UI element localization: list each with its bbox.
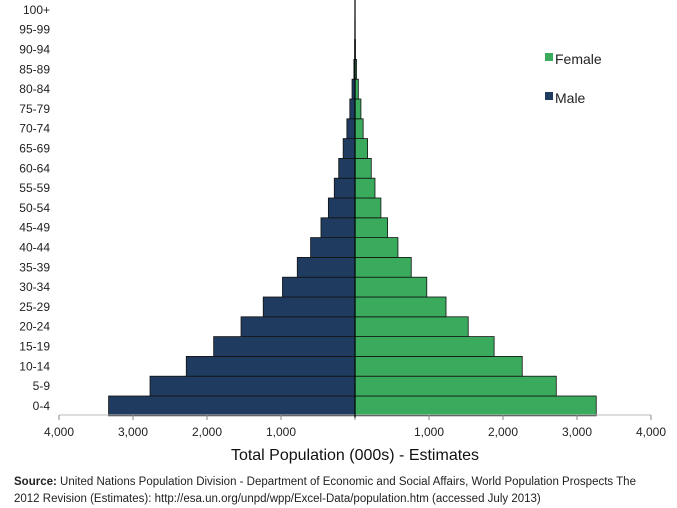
bar-female-70-74	[354, 118, 364, 140]
age-label-75-79: 75-79	[19, 102, 50, 116]
bar-female-5-9	[354, 375, 557, 397]
bar-female-30-34	[354, 276, 428, 298]
bar-male-30-34	[282, 276, 356, 298]
age-label-15-19: 15-19	[19, 340, 50, 354]
bar-female-25-29	[354, 296, 447, 318]
bar-male-75-79	[349, 98, 356, 120]
x-tick-label: 4,000	[636, 425, 666, 439]
x-tick-label: 4,000	[44, 425, 74, 439]
bar-male-15-19	[213, 336, 356, 357]
age-label-60-64: 60-64	[19, 161, 50, 175]
bar-male-50-54	[327, 197, 356, 219]
legend-label-male: Male	[555, 90, 586, 106]
source-label: Source:	[14, 476, 57, 488]
age-label-70-74: 70-74	[19, 122, 50, 136]
age-label-5-9: 5-9	[33, 379, 51, 393]
x-tick-label: 1,000	[414, 425, 444, 439]
x-tick-label: 2,000	[488, 425, 518, 439]
bar-female-10-14	[354, 355, 523, 377]
age-label-40-44: 40-44	[19, 241, 50, 255]
age-label-30-34: 30-34	[19, 280, 50, 294]
age-label-90-94: 90-94	[19, 43, 50, 57]
bar-female-20-24	[354, 316, 469, 337]
x-tick-label: 1,000	[266, 425, 296, 439]
bar-female-65-69	[354, 138, 368, 159]
age-label-80-84: 80-84	[19, 82, 50, 96]
age-label-35-39: 35-39	[19, 260, 50, 274]
population-pyramid-chart: 0-4 5-9 10-14 15-19 20-24 25-29 30-34 35-39 40-4…	[19, 0, 666, 464]
legend: Female Male	[545, 51, 602, 106]
x-tick-label: 3,000	[118, 425, 148, 439]
bar-female-40-44	[354, 237, 399, 258]
age-label-95-99: 95-99	[19, 23, 50, 37]
bar-male-25-29	[262, 296, 356, 318]
bar-female-55-59	[354, 177, 376, 199]
bar-female-50-54	[354, 197, 382, 219]
age-label-10-14: 10-14	[19, 359, 50, 373]
bar-female-45-49	[354, 217, 388, 239]
source-text: United Nations Population Division - Dep…	[14, 476, 636, 505]
age-label-55-59: 55-59	[19, 181, 50, 195]
bar-male-45-49	[320, 217, 356, 239]
bar-male-5-9	[149, 375, 356, 397]
legend-swatch-male	[545, 92, 553, 100]
age-label-0-4: 0-4	[33, 399, 51, 413]
age-label-50-54: 50-54	[19, 201, 50, 215]
bars-group	[108, 0, 597, 417]
bar-male-65-69	[342, 138, 356, 159]
bar-male-20-24	[240, 316, 356, 337]
bar-male-70-74	[346, 118, 356, 140]
bar-male-10-14	[185, 355, 356, 377]
bar-female-75-79	[354, 98, 362, 120]
bar-female-35-39	[354, 256, 412, 278]
bar-male-35-39	[296, 256, 356, 278]
bar-male-55-59	[333, 177, 356, 199]
bar-male-0-4	[108, 395, 356, 417]
legend-swatch-female	[545, 53, 553, 61]
age-group-labels: 0-4 5-9 10-14 15-19 20-24 25-29 30-34 35-39 40-4…	[19, 3, 50, 413]
x-axis-label: Total Population (000s) - Estimates	[231, 447, 479, 464]
bar-female-0-4	[354, 395, 597, 417]
age-label-100+: 100+	[23, 3, 50, 17]
bar-female-60-64	[354, 157, 372, 179]
bar-male-40-44	[310, 237, 356, 258]
bar-female-15-19	[354, 336, 495, 357]
bar-male-60-64	[338, 157, 356, 179]
source-note: Source: United Nations Population Divisi…	[14, 474, 664, 508]
legend-label-female: Female	[555, 51, 602, 67]
age-label-65-69: 65-69	[19, 142, 50, 156]
age-label-85-89: 85-89	[19, 62, 50, 76]
x-tick-label: 2,000	[192, 425, 222, 439]
age-label-20-24: 20-24	[19, 320, 50, 334]
x-axis: 4,000 3,000 2,000 1,000 1,000 2,000 3,000 4,000	[44, 414, 666, 439]
x-tick-label: 3,000	[562, 425, 592, 439]
age-label-45-49: 45-49	[19, 221, 50, 235]
age-label-25-29: 25-29	[19, 300, 50, 314]
